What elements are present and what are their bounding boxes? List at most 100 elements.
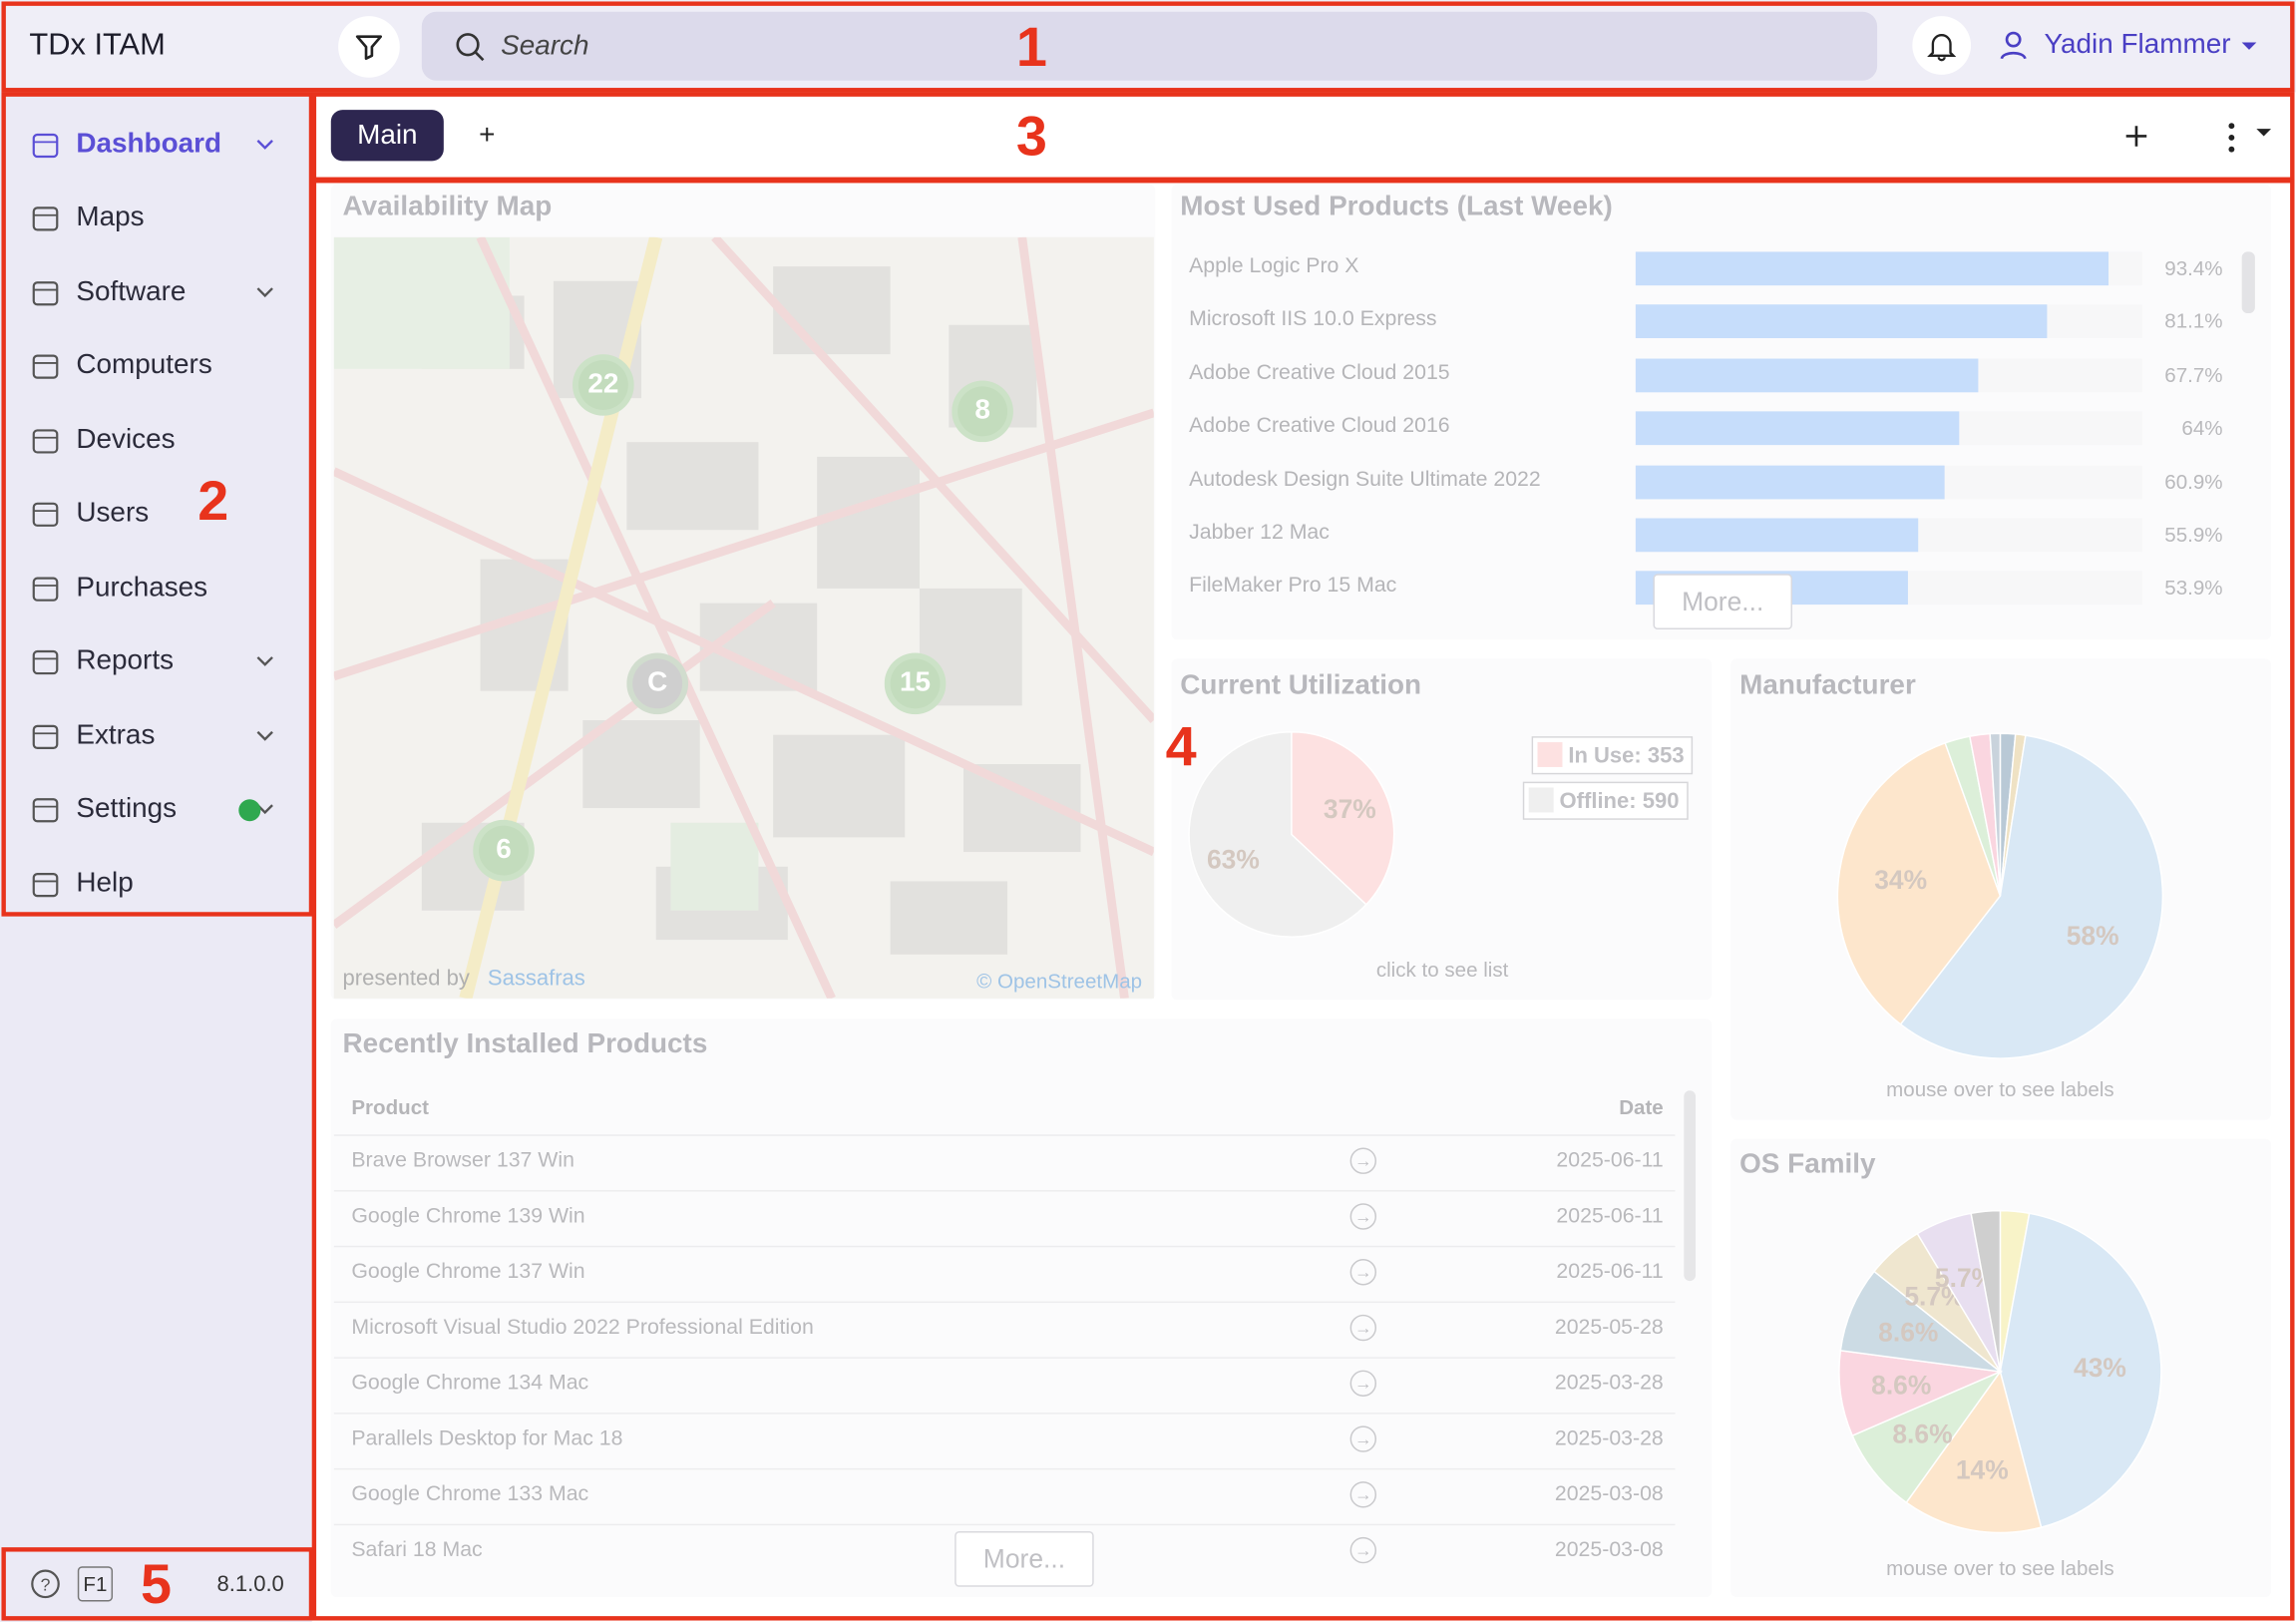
nav-icon: [32, 503, 59, 528]
open-arrow[interactable]: →: [1349, 1147, 1377, 1174]
map-credit-link[interactable]: Sassafras: [487, 966, 585, 992]
map[interactable]: 22 8 C 15 6 presented by Sassafras © OpenStreet…: [333, 236, 1154, 999]
nav-item[interactable]: Computers: [29, 344, 292, 388]
chevron[interactable]: [254, 725, 275, 746]
product-name: Apple Logic Pro X: [1189, 254, 1359, 278]
product-name: Parallels Desktop for Mac 18: [351, 1426, 623, 1451]
panel-title: Availability Map: [342, 192, 553, 223]
value-label: 67.7%: [2164, 362, 2223, 387]
install-date: 2025-05-28: [1554, 1316, 1664, 1340]
nav-item[interactable]: Devices: [29, 418, 292, 462]
slice-label: 8.6%: [1878, 1318, 1938, 1348]
open-arrow[interactable]: →: [1349, 1203, 1377, 1230]
nav-item[interactable]: Extras: [29, 714, 292, 758]
map-cluster[interactable]: 6: [473, 819, 535, 882]
install-date: 2025-03-08: [1554, 1538, 1664, 1562]
open-arrow[interactable]: →: [1349, 1536, 1377, 1564]
chart-note: mouse over to see labels: [1886, 1555, 2114, 1580]
help-key: F1: [77, 1566, 114, 1602]
product-name: Adobe Creative Cloud 2015: [1189, 361, 1450, 385]
pie[interactable]: 58% 34%: [1835, 730, 2166, 1061]
more-menu[interactable]: [2220, 120, 2279, 155]
panel-title: Manufacturer: [1739, 670, 1916, 701]
help-icon[interactable]: ?: [29, 1568, 61, 1600]
open-arrow[interactable]: →: [1349, 1425, 1377, 1452]
nav-item[interactable]: Settings: [29, 788, 292, 832]
nav-item[interactable]: Dashboard: [29, 123, 292, 167]
install-date: 2025-06-11: [1556, 1148, 1664, 1173]
user-menu[interactable]: Yadin Flammer: [1997, 28, 2259, 63]
nav-item[interactable]: Maps: [29, 197, 292, 240]
scrollbar[interactable]: [1684, 1090, 1697, 1282]
nav-item[interactable]: Users: [29, 492, 292, 536]
install-date: 2025-03-28: [1554, 1372, 1664, 1396]
more-button[interactable]: More...: [955, 1531, 1094, 1587]
bar: [1635, 251, 2109, 286]
chevron[interactable]: [254, 651, 275, 672]
nav-item[interactable]: Purchases: [29, 566, 292, 609]
open-arrow[interactable]: →: [1349, 1481, 1377, 1508]
nav-icon: [32, 577, 59, 602]
add-tab[interactable]: +: [479, 120, 496, 152]
annotation-box: [1, 1, 2295, 93]
map-cluster[interactable]: 8: [952, 380, 1013, 443]
chart-note: mouse over to see labels: [1886, 1077, 2114, 1101]
scrollbar[interactable]: [2241, 251, 2255, 314]
nav-label: Settings: [76, 793, 178, 825]
row-divider: [333, 1413, 1676, 1415]
annotation-box: [1, 92, 314, 917]
notifications-button[interactable]: [1912, 16, 1972, 75]
legend-item[interactable]: Offline: 590: [1522, 781, 1689, 820]
open-arrow[interactable]: →: [1349, 1259, 1377, 1286]
pie-slice: [1838, 1349, 2004, 1437]
row-divider: [333, 1301, 1676, 1304]
map-cluster[interactable]: C: [626, 652, 689, 715]
nav-item[interactable]: Reports: [29, 640, 292, 684]
chevron[interactable]: [254, 135, 275, 156]
value-label: 55.9%: [2164, 522, 2223, 547]
product-name: Google Chrome 137 Win: [351, 1260, 585, 1284]
map-cluster[interactable]: 15: [884, 652, 947, 715]
pie-slice: [1291, 731, 1395, 906]
open-arrow[interactable]: →: [1349, 1370, 1377, 1397]
product-name: Adobe Creative Cloud 2016: [1189, 414, 1450, 439]
nav-label: Dashboard: [76, 129, 222, 160]
pie-slice: [1970, 1209, 2002, 1373]
panel-title: Most Used Products (Last Week): [1180, 192, 1613, 223]
product-name: Microsoft IIS 10.0 Express: [1189, 307, 1437, 332]
filter-button[interactable]: [338, 16, 400, 78]
legend-item[interactable]: In Use: 353: [1531, 736, 1694, 775]
pie-slice: [1899, 734, 2164, 1059]
annotation-label: 3: [1015, 107, 1047, 169]
add-widget[interactable]: [2123, 123, 2149, 149]
pie[interactable]: 43%14%8.6%8.6%8.6%5.7%5.7%: [1836, 1208, 2164, 1536]
map-cluster[interactable]: 22: [573, 354, 634, 416]
version: 8.1.0.0: [216, 1572, 284, 1598]
pie-slice: [1989, 732, 2002, 897]
tab[interactable]: Main: [330, 110, 444, 162]
install-date: 2025-03-28: [1554, 1426, 1664, 1451]
column-header: Date: [1619, 1094, 1664, 1119]
recent-table: Product Date Brave Browser 137 Win → 2025-06…: [333, 1083, 1682, 1596]
nav-label: Users: [76, 498, 150, 530]
pie-slice: [1905, 1370, 2043, 1534]
product-name: Microsoft Visual Studio 2022 Professiona…: [351, 1316, 814, 1340]
map-attribution[interactable]: © OpenStreetMap: [976, 969, 1143, 993]
product-name: Autodesk Design Suite Ultimate 2022: [1189, 468, 1541, 492]
chevron[interactable]: [254, 282, 275, 303]
map-credit: presented by: [342, 966, 470, 992]
annotation-box: [1, 1547, 314, 1621]
svg-text:?: ?: [41, 1574, 51, 1594]
more-button[interactable]: More...: [1653, 574, 1792, 630]
pie[interactable]: 37% 63%: [1186, 729, 1396, 940]
open-arrow[interactable]: →: [1349, 1314, 1377, 1342]
bar: [1635, 358, 1979, 392]
annotation-label: 5: [140, 1554, 172, 1617]
recent-panel: [330, 1018, 1713, 1598]
install-date: 2025-06-11: [1556, 1260, 1664, 1284]
nav-item[interactable]: Help: [29, 862, 292, 906]
search-bar[interactable]: Search: [421, 11, 1878, 81]
nav-item[interactable]: Software: [29, 270, 292, 314]
